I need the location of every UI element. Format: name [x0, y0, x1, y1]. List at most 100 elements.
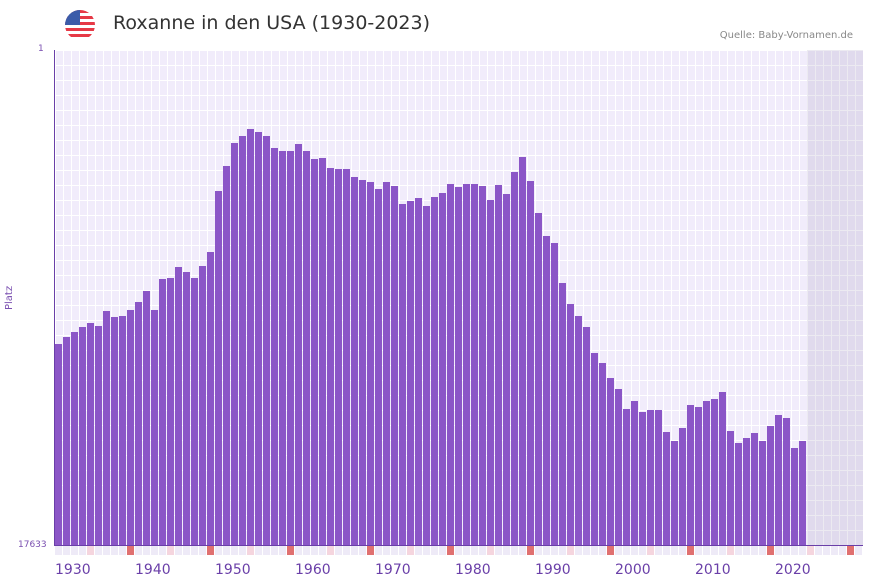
bar-2014[interactable]: [727, 431, 734, 545]
bar-2022[interactable]: [791, 448, 798, 545]
bar-1994[interactable]: [567, 304, 574, 545]
bar-1933[interactable]: [79, 327, 86, 545]
bar-1970[interactable]: [375, 189, 382, 545]
bar-1967[interactable]: [351, 177, 358, 545]
bar-1935[interactable]: [95, 326, 102, 545]
bar-1980[interactable]: [455, 187, 462, 545]
bar-2021[interactable]: [783, 418, 790, 545]
bar-1975[interactable]: [415, 198, 422, 545]
bar-1959[interactable]: [287, 151, 294, 545]
year-marker: [79, 546, 86, 555]
bar-1984[interactable]: [487, 200, 494, 545]
bar-1985[interactable]: [495, 185, 502, 545]
bar-1954[interactable]: [247, 129, 254, 545]
bar-1986[interactable]: [503, 194, 510, 545]
bar-1947[interactable]: [191, 278, 198, 545]
bar-2015[interactable]: [735, 443, 742, 545]
bar-1964[interactable]: [327, 168, 334, 545]
bar-2008[interactable]: [679, 428, 686, 545]
bar-2002[interactable]: [631, 401, 638, 545]
bar-1951[interactable]: [223, 166, 230, 545]
bar-1993[interactable]: [559, 283, 566, 545]
bar-2012[interactable]: [711, 399, 718, 545]
bar-1939[interactable]: [127, 310, 134, 545]
bar-1983[interactable]: [479, 186, 486, 545]
bar-1969[interactable]: [367, 182, 374, 545]
bar-1934[interactable]: [87, 323, 94, 545]
bar-1932[interactable]: [71, 332, 78, 545]
bar-1931[interactable]: [63, 337, 70, 545]
bar-1988[interactable]: [519, 157, 526, 545]
bar-1941[interactable]: [143, 291, 150, 545]
bar-1952[interactable]: [231, 143, 238, 545]
bar-1982[interactable]: [471, 184, 478, 545]
bar-2016[interactable]: [743, 438, 750, 545]
bar-2020[interactable]: [775, 415, 782, 545]
bar-1949[interactable]: [207, 252, 214, 545]
bar-1977[interactable]: [431, 197, 438, 545]
bar-1987[interactable]: [511, 172, 518, 545]
bar-2013[interactable]: [719, 392, 726, 545]
bar-1989[interactable]: [527, 181, 534, 545]
bar-1999[interactable]: [607, 378, 614, 545]
bar-2009[interactable]: [687, 405, 694, 545]
bar-1961[interactable]: [303, 151, 310, 545]
year-marker: [855, 546, 862, 555]
bar-1965[interactable]: [335, 169, 342, 545]
bar-1944[interactable]: [167, 278, 174, 545]
bar-1998[interactable]: [599, 363, 606, 545]
bar-1946[interactable]: [183, 272, 190, 545]
bar-1966[interactable]: [343, 169, 350, 545]
bar-1936[interactable]: [103, 311, 110, 545]
bar-1930[interactable]: [55, 344, 62, 545]
bar-2018[interactable]: [759, 441, 766, 545]
bar-1958[interactable]: [279, 151, 286, 545]
year-marker: [399, 546, 406, 555]
bar-1981[interactable]: [463, 184, 470, 545]
bar-2011[interactable]: [703, 401, 710, 545]
bar-1940[interactable]: [135, 302, 142, 545]
bar-1972[interactable]: [391, 186, 398, 545]
bar-2000[interactable]: [615, 389, 622, 545]
bar-2006[interactable]: [663, 432, 670, 545]
bar-1963[interactable]: [319, 158, 326, 545]
bar-1992[interactable]: [551, 243, 558, 545]
bar-1937[interactable]: [111, 317, 118, 545]
bar-1990[interactable]: [535, 213, 542, 545]
bar-1942[interactable]: [151, 310, 158, 545]
bar-1953[interactable]: [239, 136, 246, 545]
bar-1979[interactable]: [447, 184, 454, 545]
bar-2003[interactable]: [639, 412, 646, 545]
bar-2019[interactable]: [767, 426, 774, 545]
bar-1976[interactable]: [423, 206, 430, 545]
bar-1968[interactable]: [359, 180, 366, 545]
bar-1995[interactable]: [575, 316, 582, 545]
bar-1996[interactable]: [583, 327, 590, 545]
bar-2023[interactable]: [799, 441, 806, 545]
bar-1991[interactable]: [543, 236, 550, 545]
bar-1956[interactable]: [263, 136, 270, 545]
bar-2005[interactable]: [655, 410, 662, 545]
bar-1955[interactable]: [255, 132, 262, 545]
bar-1948[interactable]: [199, 266, 206, 545]
bar-1973[interactable]: [399, 204, 406, 545]
bar-1962[interactable]: [311, 159, 318, 545]
bar-1957[interactable]: [271, 148, 278, 545]
bar-1971[interactable]: [383, 182, 390, 545]
source-link[interactable]: Quelle: Baby-Vornamen.de: [719, 30, 853, 41]
bar-1938[interactable]: [119, 316, 126, 545]
bar-2010[interactable]: [695, 407, 702, 545]
bar-1945[interactable]: [175, 267, 182, 545]
bar-2017[interactable]: [751, 433, 758, 545]
bar-1950[interactable]: [215, 191, 222, 545]
bar-1997[interactable]: [591, 353, 598, 545]
bar-1943[interactable]: [159, 279, 166, 545]
bar-1960[interactable]: [295, 144, 302, 545]
bar-2007[interactable]: [671, 441, 678, 545]
bar-1974[interactable]: [407, 201, 414, 545]
year-marker: [711, 546, 718, 555]
year-marker: [231, 546, 238, 555]
bar-2001[interactable]: [623, 409, 630, 545]
bar-2004[interactable]: [647, 410, 654, 545]
bar-1978[interactable]: [439, 193, 446, 545]
